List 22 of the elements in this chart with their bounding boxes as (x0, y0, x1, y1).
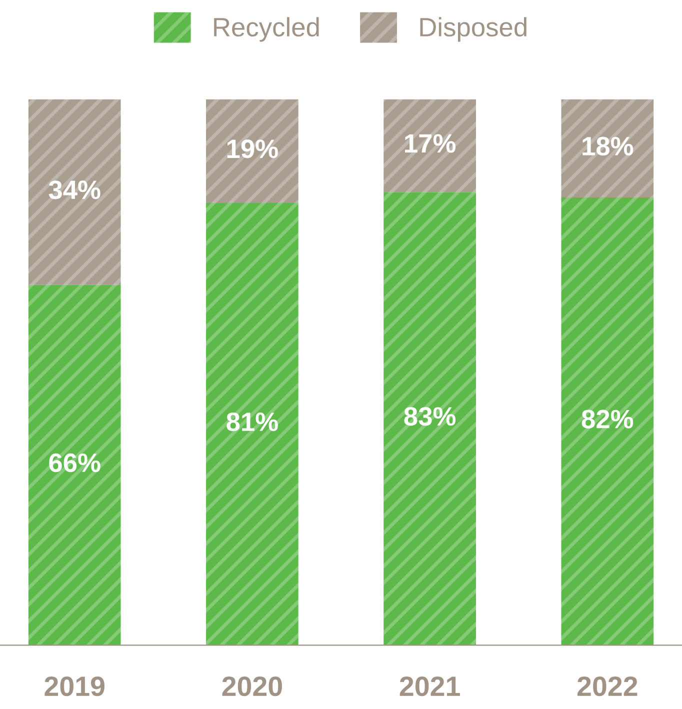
bar (384, 192, 476, 646)
bar (28, 99, 121, 285)
data-label: 83% (404, 407, 456, 426)
x-tick-label: 2019 (44, 676, 104, 696)
data-label: 81% (226, 412, 278, 432)
data-label: 18% (582, 136, 634, 156)
bar (384, 99, 476, 192)
x-tick-label: 2021 (400, 676, 460, 696)
data-label: 34% (48, 180, 100, 200)
legend-label: Disposed (420, 17, 526, 42)
bar (206, 202, 298, 646)
bar (561, 198, 654, 646)
data-label: 82% (582, 410, 634, 428)
data-label: 66% (49, 453, 100, 472)
legend-label: Recycled (214, 17, 319, 42)
bar (206, 99, 298, 203)
data-label: 17% (405, 134, 456, 153)
x-tick-label: 2022 (577, 676, 638, 696)
data-label: 19% (227, 140, 278, 158)
x-tick-label: 2020 (222, 676, 282, 696)
bar (561, 99, 654, 198)
bar (28, 284, 121, 646)
